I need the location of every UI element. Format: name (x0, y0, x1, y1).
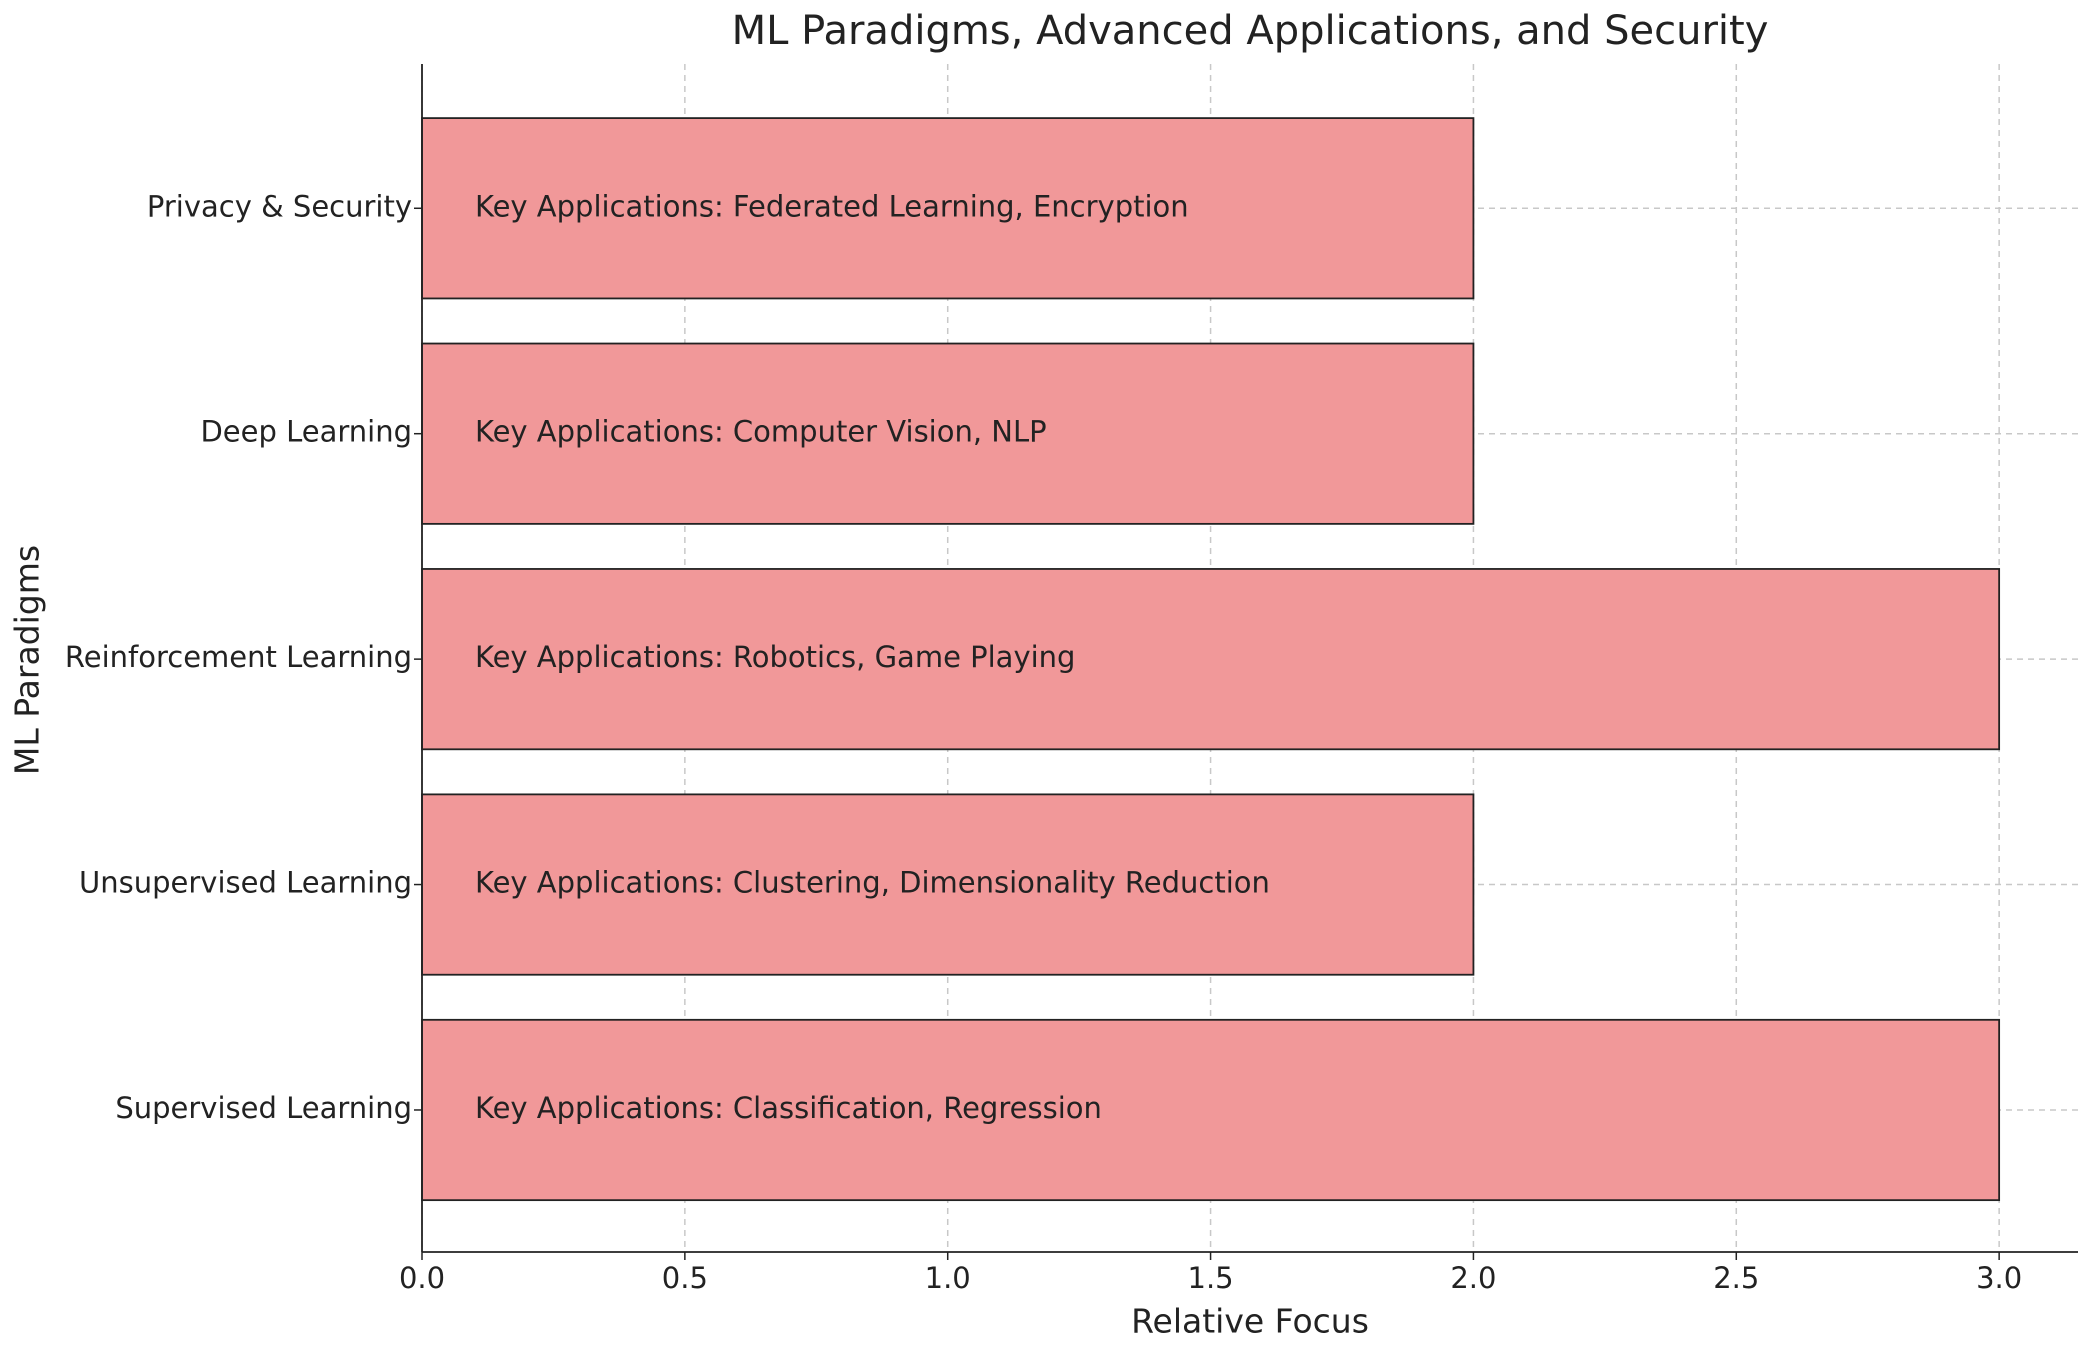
x-tick-label: 0.0 (399, 1261, 445, 1295)
y-axis-label: ML Paradigms (8, 545, 47, 775)
x-axis-label: Relative Focus (1131, 1302, 1369, 1341)
x-tick-label: 1.5 (1188, 1261, 1234, 1295)
bar (421, 117, 1475, 300)
x-tick-label: 1.0 (925, 1261, 971, 1295)
chart-title: ML Paradigms, Advanced Applications, and… (732, 8, 1769, 54)
x-tick-label: 2.5 (1713, 1261, 1759, 1295)
y-tick-label: Unsupervised Learning (79, 866, 412, 900)
bar-annotation: Key Applications: Classification, Regres… (475, 1091, 1102, 1125)
bar (421, 568, 2001, 751)
bar (421, 1018, 2001, 1202)
x-tick-label: 3.0 (1976, 1261, 2022, 1295)
y-tick-label: Supervised Learning (115, 1091, 412, 1125)
bar-annotation: Key Applications: Clustering, Dimensiona… (475, 866, 1270, 900)
bar-annotation: Key Applications: Federated Learning, En… (475, 189, 1189, 223)
bar-annotation: Key Applications: Robotics, Game Playing (475, 640, 1075, 674)
bar (421, 342, 1475, 525)
bar-annotation: Key Applications: Computer Vision, NLP (475, 415, 1047, 449)
x-tick-label: 2.0 (1450, 1261, 1496, 1295)
y-tick-label: Privacy & Security (147, 189, 412, 223)
x-tick-label: 0.5 (662, 1261, 708, 1295)
bar (421, 793, 1475, 976)
y-tick-label: Reinforcement Learning (65, 640, 412, 674)
y-tick-label: Deep Learning (200, 415, 412, 449)
